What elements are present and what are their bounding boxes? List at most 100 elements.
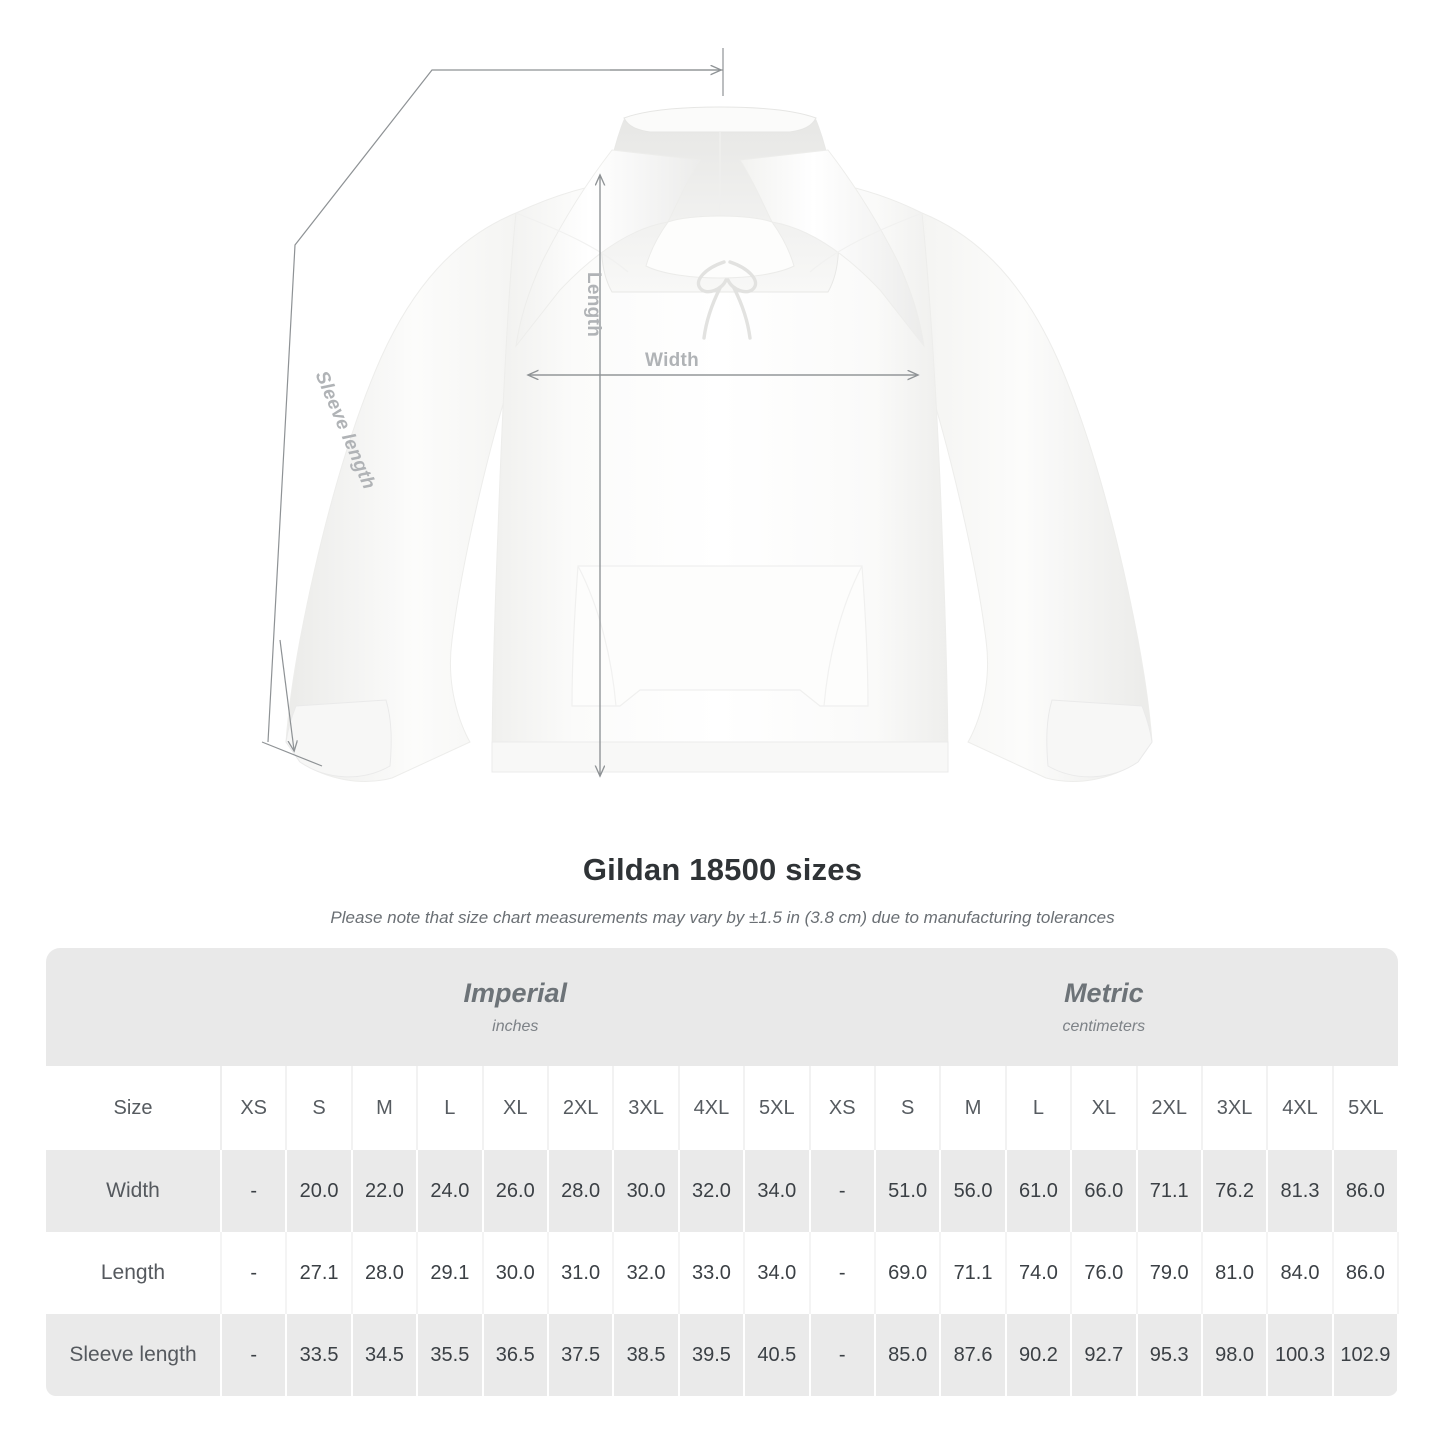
hoodie-garment bbox=[285, 106, 1153, 782]
cell-width-imperial-m: 22.0 bbox=[351, 1150, 419, 1232]
size-header-4xl: 4XL bbox=[678, 1066, 746, 1150]
table-row: Length -27.1 28.0 29.1 30.0 31.0 32.0 33.0 34.0-… bbox=[46, 1232, 1400, 1314]
cell-width-metric-5xl: 86.0 bbox=[1332, 1150, 1400, 1232]
left-sleeve bbox=[285, 212, 521, 782]
cell-length-metric-2xl: 79.0 bbox=[1136, 1232, 1203, 1314]
cell-sleeve-length-imperial-s: 33.5 bbox=[286, 1314, 353, 1396]
row-label-sleeve-length: Sleeve length bbox=[46, 1314, 222, 1396]
cell-sleeve-length-metric-m: 87.6 bbox=[940, 1314, 1007, 1396]
cell-length-imperial-m: 28.0 bbox=[351, 1232, 419, 1314]
cell-sleeve-length-imperial-5xl: 40.5 bbox=[744, 1314, 811, 1396]
size-column-header: Size bbox=[46, 1066, 222, 1150]
cell-width-metric-xs: - bbox=[809, 1150, 876, 1232]
size-header-s: S bbox=[286, 1066, 353, 1150]
cell-sleeve-length-imperial-xs: - bbox=[221, 1314, 288, 1396]
sleeve-tick-bottom bbox=[261, 741, 323, 767]
cell-sleeve-length-imperial-3xl: 38.5 bbox=[613, 1314, 680, 1396]
cell-width-imperial-s: 20.0 bbox=[286, 1150, 353, 1232]
cell-width-imperial-xs: - bbox=[221, 1150, 288, 1232]
cell-width-metric-m: 56.0 bbox=[940, 1150, 1007, 1232]
cell-sleeve-length-imperial-2xl: 37.5 bbox=[547, 1314, 615, 1396]
size-header-xl: XL bbox=[1071, 1066, 1138, 1150]
size-chart-table: Imperial inches Metric centimeters Size XS S M L… bbox=[46, 948, 1400, 1396]
cell-length-imperial-xs: - bbox=[221, 1232, 288, 1314]
cell-width-metric-4xl: 81.3 bbox=[1267, 1150, 1334, 1232]
chart-caption: Gildan 18500 sizes Please note that size… bbox=[0, 830, 1445, 928]
tolerance-note: Please note that size chart measurements… bbox=[330, 908, 1115, 927]
cell-length-metric-xs: - bbox=[809, 1232, 876, 1314]
cell-sleeve-length-metric-2xl: 95.3 bbox=[1136, 1314, 1203, 1396]
size-header-s: S bbox=[874, 1066, 942, 1150]
right-cuff bbox=[1046, 699, 1153, 778]
cell-length-metric-l: 74.0 bbox=[1005, 1232, 1073, 1314]
sleeve-arrow-bottom bbox=[279, 639, 294, 750]
cell-sleeve-length-metric-xs: - bbox=[809, 1314, 876, 1396]
cell-length-imperial-l: 29.1 bbox=[417, 1232, 484, 1314]
cell-length-metric-5xl: 86.0 bbox=[1332, 1232, 1400, 1314]
cell-width-imperial-5xl: 34.0 bbox=[744, 1150, 811, 1232]
size-header-xs: XS bbox=[809, 1066, 876, 1150]
hoodie-illustration: Width Length Sleeve length bbox=[261, 48, 1153, 782]
unit-name: Imperial bbox=[463, 978, 568, 1009]
hoodie-diagram bbox=[261, 48, 1153, 782]
sleeve-dimension-line bbox=[267, 69, 723, 743]
size-header-4xl: 4XL bbox=[1267, 1066, 1334, 1150]
cell-width-metric-s: 51.0 bbox=[874, 1150, 942, 1232]
cell-width-metric-xl: 66.0 bbox=[1071, 1150, 1138, 1232]
size-header-xl: XL bbox=[482, 1066, 549, 1150]
width-label: Width bbox=[645, 350, 700, 371]
cell-sleeve-length-metric-s: 85.0 bbox=[874, 1314, 942, 1396]
unit-subtitle: centimeters bbox=[1062, 1017, 1146, 1035]
size-header-5xl: 5XL bbox=[1332, 1066, 1399, 1150]
cell-width-imperial-xl: 26.0 bbox=[482, 1150, 549, 1232]
cell-length-metric-4xl: 84.0 bbox=[1267, 1232, 1334, 1314]
page-title: Gildan 18500 sizes bbox=[582, 852, 863, 887]
cell-length-imperial-4xl: 33.0 bbox=[678, 1232, 746, 1314]
cell-width-imperial-4xl: 32.0 bbox=[678, 1150, 746, 1232]
unit-header-imperial: Imperial inches bbox=[221, 948, 810, 1066]
cell-length-imperial-s: 27.1 bbox=[286, 1232, 353, 1314]
hood-right-panel bbox=[739, 149, 925, 348]
row-label-length: Length bbox=[46, 1232, 222, 1314]
cell-width-metric-3xl: 76.2 bbox=[1201, 1150, 1269, 1232]
cell-length-imperial-xl: 30.0 bbox=[482, 1232, 549, 1314]
hood-neck-front bbox=[645, 215, 795, 279]
cell-length-imperial-2xl: 31.0 bbox=[547, 1232, 615, 1314]
size-header-m: M bbox=[351, 1066, 419, 1150]
unit-header-metric: Metric centimeters bbox=[809, 948, 1399, 1066]
cell-sleeve-length-metric-5xl: 102.9 bbox=[1332, 1314, 1400, 1396]
cell-length-metric-3xl: 81.0 bbox=[1201, 1232, 1269, 1314]
hood-top-edge bbox=[623, 106, 817, 133]
cell-sleeve-length-imperial-l: 35.5 bbox=[417, 1314, 484, 1396]
cell-width-imperial-2xl: 28.0 bbox=[547, 1150, 615, 1232]
unit-header-row: Imperial inches Metric centimeters bbox=[46, 948, 1399, 1066]
size-header-5xl: 5XL bbox=[744, 1066, 811, 1150]
size-chart-table-wrapper: Imperial inches Metric centimeters Size XS S M L… bbox=[46, 948, 1400, 1396]
size-header-m: M bbox=[940, 1066, 1007, 1150]
unit-spacer-cell bbox=[46, 948, 221, 1066]
hood-left-panel bbox=[515, 149, 701, 348]
cell-sleeve-length-metric-4xl: 100.3 bbox=[1267, 1314, 1334, 1396]
size-header-2xl: 2XL bbox=[1136, 1066, 1203, 1150]
table-row: Width -20.0 22.0 24.0 26.0 28.0 30.0 32.0 34.0-5… bbox=[46, 1150, 1400, 1232]
right-sleeve bbox=[917, 212, 1153, 782]
dimension-lines bbox=[261, 48, 917, 775]
cell-length-metric-xl: 76.0 bbox=[1071, 1232, 1138, 1314]
unit-subtitle: inches bbox=[492, 1017, 539, 1035]
size-header-row: Size XS S M L XL 2XL 3XL 4XL 5XL XS S M L XL 2XL 3XL 4XL 5… bbox=[46, 1066, 1399, 1150]
unit-name: Metric bbox=[1064, 978, 1144, 1009]
row-label-width: Width bbox=[46, 1150, 222, 1232]
size-header-l: L bbox=[417, 1066, 484, 1150]
cell-sleeve-length-imperial-4xl: 39.5 bbox=[678, 1314, 746, 1396]
size-header-3xl: 3XL bbox=[1201, 1066, 1269, 1150]
cell-length-metric-m: 71.1 bbox=[940, 1232, 1007, 1314]
size-header-l: L bbox=[1005, 1066, 1073, 1150]
cell-sleeve-length-metric-xl: 92.7 bbox=[1071, 1314, 1138, 1396]
cell-sleeve-length-metric-l: 90.2 bbox=[1005, 1314, 1073, 1396]
cell-width-imperial-l: 24.0 bbox=[417, 1150, 484, 1232]
size-header-xs: XS bbox=[221, 1066, 288, 1150]
size-header-2xl: 2XL bbox=[547, 1066, 615, 1150]
cell-width-metric-2xl: 71.1 bbox=[1136, 1150, 1203, 1232]
cell-sleeve-length-metric-3xl: 98.0 bbox=[1201, 1314, 1269, 1396]
table-row: Sleeve length -33.5 34.5 35.5 36.5 37.5 38.5 39… bbox=[46, 1314, 1400, 1396]
